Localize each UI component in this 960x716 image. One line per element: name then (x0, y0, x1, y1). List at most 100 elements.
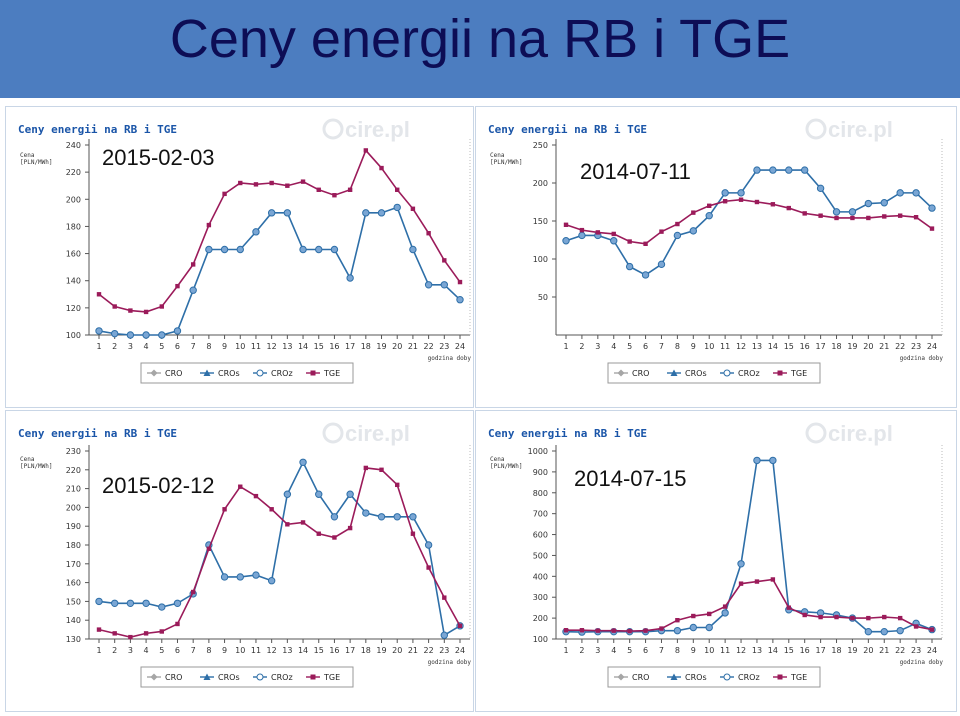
point-tge (285, 183, 290, 188)
point-cros (625, 262, 634, 271)
x-tick-label: 23 (439, 646, 449, 655)
series-line-tge (566, 578, 933, 632)
x-tick-label: 2 (579, 646, 584, 655)
point-tge (770, 577, 776, 582)
x-tick-label: 15 (314, 342, 324, 351)
point-tge (426, 231, 431, 236)
point-cros (220, 573, 229, 581)
point-tge (882, 614, 887, 620)
series-line-tge (98, 148, 461, 313)
x-tick-label: 12 (736, 342, 746, 351)
point-tge (611, 628, 616, 633)
point-tge (238, 180, 243, 186)
legend-box (607, 666, 821, 688)
point-tge (96, 292, 102, 297)
y-tick-label: 120 (66, 304, 81, 313)
point-tge (722, 199, 728, 204)
point-tge (754, 199, 760, 205)
point-tge (659, 229, 664, 234)
legend-label-cros: CROs (218, 369, 240, 378)
point-cros (753, 456, 761, 465)
legend-label-cro: CRO (165, 369, 182, 378)
point-tge (722, 604, 728, 609)
point-cros (126, 331, 135, 339)
watermark-logo-icon (322, 422, 344, 444)
x-tick-label: 15 (784, 646, 794, 655)
x-tick-label: 11 (720, 342, 730, 351)
point-tge (563, 628, 569, 633)
y-tick-label: 200 (533, 614, 548, 623)
y-tick-label: 250 (533, 141, 548, 150)
x-tick-label: 24 (455, 342, 465, 351)
y-axis-label: Cena (490, 456, 505, 463)
point-tge (754, 579, 760, 584)
point-tge (442, 258, 447, 263)
y-tick-label: 900 (533, 468, 548, 477)
x-tick-label: 9 (691, 342, 696, 351)
point-cros (315, 245, 323, 254)
x-tick-label: 15 (784, 342, 794, 351)
point-tge (363, 465, 369, 471)
x-tick-label: 22 (895, 342, 905, 351)
point-cros (173, 327, 182, 335)
legend: CRO CROs CROz TGE (607, 666, 821, 688)
point-cros (424, 541, 433, 549)
point-cros (880, 627, 888, 636)
legend: CRO CROs CROz TGE (140, 362, 354, 384)
point-tge (253, 182, 259, 187)
legend-label-tge: TGE (323, 673, 340, 682)
x-tick-label: 11 (720, 646, 730, 655)
x-tick-label: 10 (704, 646, 714, 655)
x-tick-label: 3 (595, 342, 600, 351)
point-cros (220, 245, 229, 254)
legend-label-cro: CRO (632, 369, 649, 378)
legend: CRO CROs CROz TGE (140, 666, 354, 688)
point-cros (346, 274, 354, 282)
x-tick-label: 22 (895, 646, 905, 655)
legend-label-croz: CROz (738, 673, 760, 682)
point-tge (913, 624, 919, 629)
point-tge (627, 239, 632, 244)
point-cros (705, 623, 713, 632)
y-tick-label: 50 (538, 293, 548, 302)
y-tick-label: 160 (66, 250, 81, 259)
x-tick-label: 16 (329, 646, 339, 655)
x-tick-label: 4 (144, 342, 149, 351)
point-tge (442, 595, 447, 600)
legend-label-cros: CROs (685, 369, 707, 378)
point-tge (738, 197, 744, 202)
point-cros (189, 286, 197, 294)
point-cros (657, 260, 666, 269)
point-tge (643, 241, 648, 246)
x-tick-label: 24 (927, 342, 937, 351)
point-cros (800, 166, 809, 174)
point-cros (95, 597, 103, 606)
point-tge (929, 627, 935, 632)
point-cros (721, 609, 729, 617)
x-tick-label: 6 (175, 646, 180, 655)
point-cros (753, 166, 761, 174)
legend-diamond-icon (617, 673, 625, 681)
point-tge (300, 520, 306, 525)
chart-1: Ceny energii na RB i TGE cire.pl Cena[PLN/… (18, 117, 472, 384)
point-tge (913, 215, 919, 220)
x-axis-label: godzina doby (428, 355, 472, 362)
point-tge (675, 618, 680, 623)
point-tge (866, 615, 871, 621)
point-tge (882, 214, 887, 219)
point-tge (579, 628, 585, 633)
point-tge (269, 507, 274, 512)
series-line-cros (565, 169, 933, 276)
point-cros (283, 209, 292, 217)
y-tick-label: 140 (66, 277, 81, 286)
x-tick-label: 22 (424, 342, 434, 351)
point-tge (332, 535, 337, 540)
x-tick-label: 3 (595, 646, 600, 655)
x-tick-label: 20 (392, 342, 402, 351)
x-axis-label: godzina doby (900, 355, 944, 362)
y-tick-label: 100 (66, 331, 81, 340)
point-cros (673, 626, 682, 635)
point-cros (110, 599, 119, 607)
x-tick-label: 1 (563, 342, 568, 351)
chart-2: Ceny energii na RB i TGE cire.pl Cena[PLN/… (488, 117, 944, 384)
